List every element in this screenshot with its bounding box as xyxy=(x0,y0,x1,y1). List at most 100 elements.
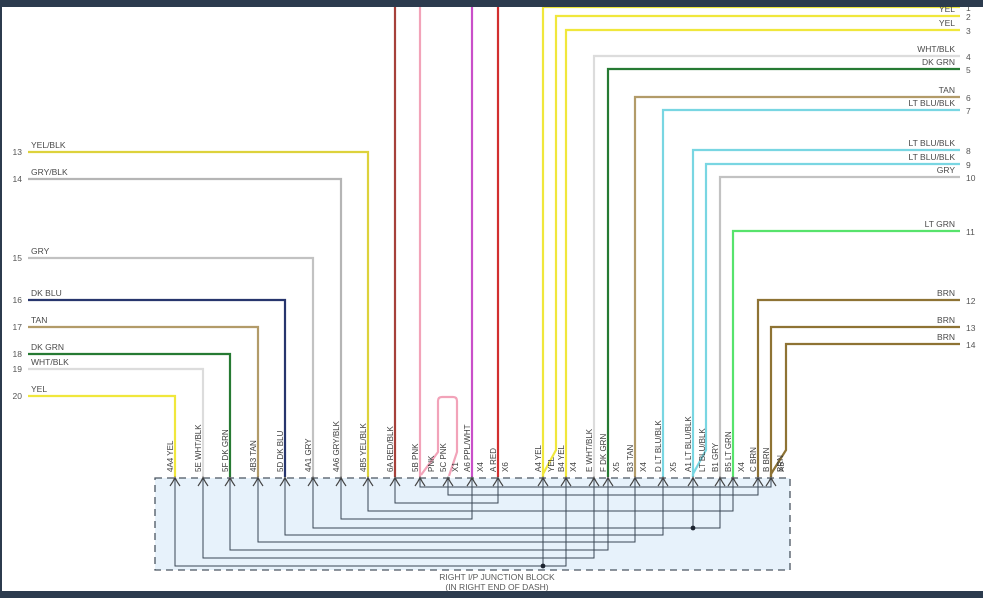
wire-left-19 xyxy=(28,367,205,477)
right-circuit-number: 14 xyxy=(966,340,976,350)
left-wire-color-label: TAN xyxy=(31,315,47,325)
wire-left-20 xyxy=(28,394,177,477)
spare-terminal-label-X4: X4 xyxy=(569,462,578,472)
right-wire-color-label: LT BLU/BLK xyxy=(909,138,956,148)
terminal-arrow-6A xyxy=(389,476,401,487)
left-wire-color-label: GRY xyxy=(31,246,50,256)
left-circuit-number: 19 xyxy=(13,364,23,374)
wire-left-17 xyxy=(28,325,260,477)
wire-right-10 xyxy=(718,175,960,477)
right-circuit-number: 10 xyxy=(966,173,976,183)
right-circuit-number: 2 xyxy=(966,12,971,22)
wire-right-2 xyxy=(541,14,960,477)
terminal-arrow-5B xyxy=(414,476,426,487)
right-circuit-number: 6 xyxy=(966,93,971,103)
wire-pink-jumper-loop xyxy=(420,395,459,477)
spare-terminal-label-X4: X4 xyxy=(639,462,648,472)
top-window-bar xyxy=(0,0,983,7)
right-wire-color-label: BRN xyxy=(937,332,955,342)
right-wire-color-label: YEL xyxy=(939,18,955,28)
terminal-arrow-4A6 xyxy=(335,476,347,487)
wire-right-11 xyxy=(731,229,960,477)
left-circuit-number: 17 xyxy=(13,322,23,332)
right-circuit-number: 5 xyxy=(966,65,971,75)
right-wire-color-label: TAN xyxy=(939,85,955,95)
terminal-label-F: F DK GRN xyxy=(599,434,608,472)
wire-left-18 xyxy=(28,352,232,477)
terminal-label-A4: A4 YEL xyxy=(534,444,543,472)
left-circuit-number: 14 xyxy=(13,174,23,184)
wire-right-13 xyxy=(769,325,960,477)
internal-connection xyxy=(174,479,567,567)
terminal-arrow-5C xyxy=(442,476,454,487)
left-window-edge xyxy=(0,0,2,598)
terminal-label-6A: 6A RED/BLK xyxy=(386,426,395,472)
right-circuit-number: 7 xyxy=(966,106,971,116)
right-circuit-number: 13 xyxy=(966,323,976,333)
right-wire-color-label: DK GRN xyxy=(922,57,955,67)
spare-terminal-label-X4: X4 xyxy=(737,462,746,472)
wire-left-15 xyxy=(28,256,315,477)
terminal-arrow-B5 xyxy=(727,476,739,487)
right-wire-color-label: LT BLU/BLK xyxy=(909,152,956,162)
right-circuit-number: 9 xyxy=(966,160,971,170)
left-wire-color-label: DK BLU xyxy=(31,288,62,298)
wire-right-7 xyxy=(661,108,960,477)
right-wire-color-label: BRN xyxy=(937,288,955,298)
spare-terminal-label-X5: X5 xyxy=(612,462,621,472)
circuit-wires xyxy=(28,5,960,477)
wire-color-label: YEL xyxy=(547,456,556,472)
internal-connection xyxy=(340,479,473,520)
wire-right-12 xyxy=(756,298,960,477)
wire-left-16 xyxy=(28,298,287,477)
terminal-label-4A1: 4A1 GRY xyxy=(304,438,313,472)
left-wire-color-label: DK GRN xyxy=(31,342,64,352)
terminal-label-5F: 5F DK GRN xyxy=(221,429,230,472)
wire-right-6 xyxy=(633,95,960,477)
junction-block-title-line1: RIGHT I/P JUNCTION BLOCK xyxy=(439,572,555,582)
spare-terminal-label-X5: X5 xyxy=(669,462,678,472)
wire-right-8 xyxy=(691,148,960,477)
spare-terminal-label-X5: X5 xyxy=(777,462,786,472)
terminal-label-E: E WHT/BLK xyxy=(585,428,594,472)
terminal-arrow-B1 xyxy=(714,476,726,487)
left-wire-color-label: YEL/BLK xyxy=(31,140,66,150)
terminal-label-5D: 5D DK BLU xyxy=(276,430,285,472)
terminal-arrow-4B5 xyxy=(362,476,374,487)
spare-terminal-label-X6: X6 xyxy=(501,462,510,472)
circuit-labels: 13 YEL/BLK 14 GRY/BLK 15 GRY 16 DK BLU 17 TAN 1 8 DK… xyxy=(13,3,976,401)
junction-block-title-line2: (IN RIGHT END OF DASH) xyxy=(445,582,548,592)
right-circuit-number: 1 xyxy=(966,3,971,13)
left-circuit-number: 16 xyxy=(13,295,23,305)
junction-dot xyxy=(690,525,696,531)
terminal-arrow-A4 xyxy=(537,476,549,487)
wire-right-3 xyxy=(564,28,960,477)
terminal-label-A: A RED xyxy=(489,448,498,472)
spare-terminal-label-X4: X4 xyxy=(476,462,485,472)
junction-block-internal-wiring xyxy=(174,479,772,569)
internal-connection xyxy=(312,479,721,529)
left-circuit-number: 15 xyxy=(13,253,23,263)
wire-left-14 xyxy=(28,177,343,477)
terminal-label-A6: A6 PPL/WHT xyxy=(463,424,472,472)
bottom-window-bar xyxy=(0,591,983,598)
terminal-label-5C: 5C PNK xyxy=(439,442,448,472)
right-circuit-number: 8 xyxy=(966,146,971,156)
terminal-label-4A6: 4A6 GRY/BLK xyxy=(332,420,341,472)
internal-connection xyxy=(419,479,772,488)
terminal-arrow-A1 xyxy=(687,476,699,487)
terminal-label-4A4: 4A4 YEL xyxy=(166,440,175,472)
internal-connection xyxy=(229,479,609,551)
wire-right-5 xyxy=(606,67,960,477)
wire-right-9 xyxy=(691,162,960,477)
wire-left-13 xyxy=(28,150,370,477)
right-wire-color-label: YEL xyxy=(939,4,955,14)
wire-right-1 xyxy=(541,5,960,477)
right-wire-color-label: LT GRN xyxy=(925,219,955,229)
terminal-labels: 4A4 YEL 5E WHT/BLK 5F DK GRN 4B3 TAN 5D DK B… xyxy=(166,416,786,472)
left-wire-color-label: GRY/BLK xyxy=(31,167,68,177)
internal-connection xyxy=(394,479,499,504)
terminal-arrow-E xyxy=(588,476,600,487)
